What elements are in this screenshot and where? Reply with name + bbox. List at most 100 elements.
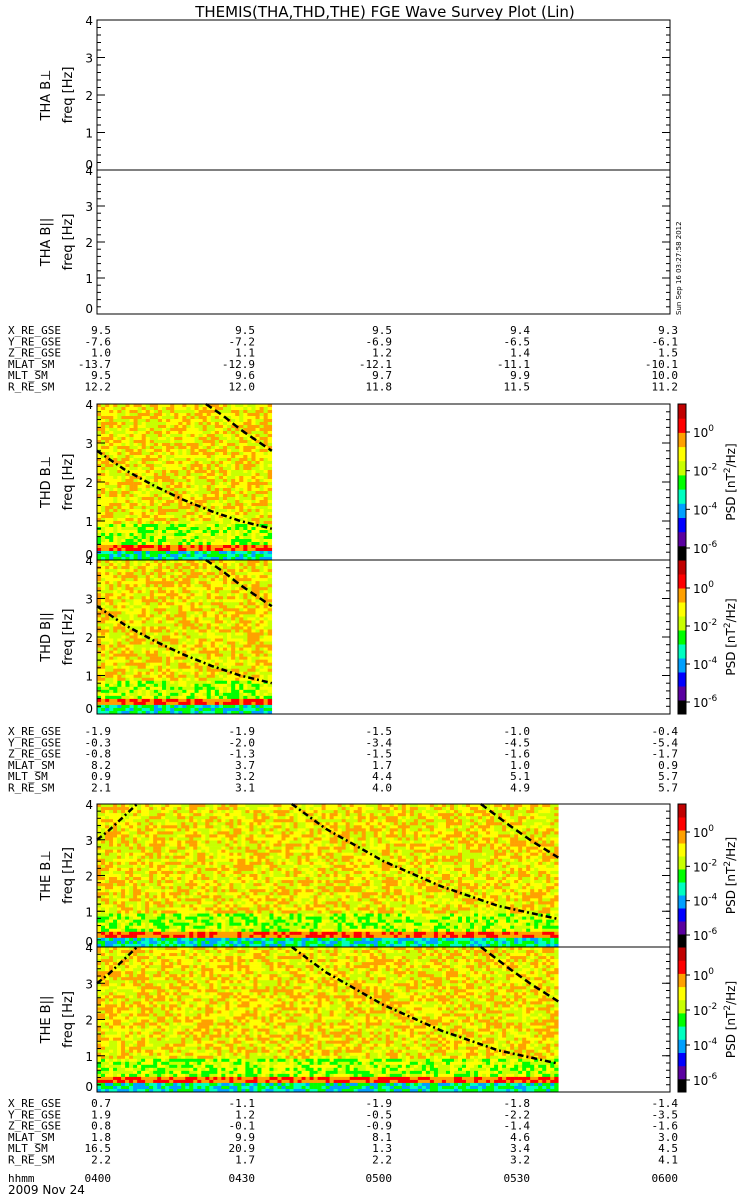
ephemeris-value: -0.5 (366, 1108, 393, 1121)
ytick-label: 1 (85, 1050, 93, 1064)
ephemeris-value: 0.7 (91, 1097, 111, 1110)
model-curve (96, 803, 138, 841)
colorbar-segment (678, 843, 686, 857)
colorbar-segment (678, 503, 686, 518)
ephemeris-value: -7.2 (229, 335, 256, 348)
colorbar-segment (678, 460, 686, 476)
ephemeris-value: 4.6 (510, 1131, 530, 1144)
ephemeris-value: -4.5 (504, 736, 531, 749)
colorbar-segment (678, 999, 686, 1014)
ytick-label: 3 (85, 437, 93, 451)
ephemeris-value: -6.1 (652, 335, 679, 348)
colorbar-tick-label: 100 (693, 580, 714, 596)
ephemeris-row-label: Y_RE_GSE (8, 1108, 61, 1121)
panel-probe-label: THA B|| (39, 218, 54, 267)
ytick-label: 4 (85, 798, 93, 812)
ephemeris-row-label: R_RE_SM (8, 782, 55, 795)
colorbar-segment (678, 1012, 686, 1027)
ephemeris-value: -7.6 (85, 335, 112, 348)
ylabel: freq [Hz] (61, 991, 76, 1048)
colorbar-segment (678, 630, 686, 645)
ephemeris-value: -1.0 (504, 725, 531, 738)
colorbar-segment (678, 588, 686, 603)
ytick-label: 3 (85, 834, 93, 848)
ephemeris-value: 9.4 (510, 324, 530, 337)
ytick-label: 4 (85, 554, 93, 568)
colorbar-thd-2: 100 10-2 10-4 10-6 PSD [nT2/Hz] (677, 403, 738, 561)
model-curve (96, 946, 138, 985)
ytick-label: 3 (85, 52, 93, 66)
colorbar-segment (678, 1026, 686, 1040)
ephemeris-value: 3.2 (235, 770, 255, 783)
colorbar-tick-label: 10-6 (693, 694, 718, 710)
time-tick-label: 0530 (504, 1172, 531, 1185)
colorbar-segment (678, 947, 686, 961)
colorbar-tick-label: 10-2 (693, 858, 717, 874)
ytick-label: 2 (85, 89, 93, 103)
colorbar-the-5: 100 10-2 10-4 10-6 PSD [nT2/Hz] (677, 946, 738, 1093)
ephemeris-value: 9.9 (235, 1131, 255, 1144)
time-axis: hhmm 0400 0430 0500 0530 0600 (8, 1172, 678, 1185)
panel-probe-label: THA B⊥ (39, 70, 54, 122)
colorbar-tick-label: 100 (693, 424, 714, 440)
ephemeris-value: 4.9 (510, 782, 530, 795)
ephemeris-value: -1.4 (652, 1097, 679, 1110)
ephemeris-value: -1.6 (652, 1120, 679, 1133)
ephemeris-value: -1.9 (85, 725, 112, 738)
ytick-label: 3 (85, 200, 93, 214)
ytick-label: 0 (85, 158, 93, 172)
colorbar-tick-label: 10-4 (693, 1037, 718, 1053)
ytick-label: 2 (85, 236, 93, 250)
ephemeris-value: 9.6 (235, 369, 255, 382)
ephemeris-value: 9.3 (658, 324, 678, 337)
colorbar-segment (678, 934, 686, 948)
ephemeris-value: -1.5 (366, 725, 393, 738)
ephemeris-value: 5.7 (658, 770, 678, 783)
model-curve (291, 945, 559, 1065)
spectrogram-cells (97, 560, 273, 715)
ephemeris-value: 20.9 (229, 1142, 256, 1155)
ephemeris-value: 1.2 (372, 347, 392, 360)
colorbar-segment (678, 830, 686, 844)
ephemeris-value: -6.5 (504, 335, 531, 348)
colorbar-segment (678, 804, 686, 818)
panel-the-perp: 0 1 2 3 4 THE B⊥ freq [Hz] (39, 798, 671, 949)
time-tick-label: 0400 (85, 1172, 112, 1185)
ephemeris-value: 9.5 (91, 324, 111, 337)
ephemeris-value: 9.5 (372, 324, 392, 337)
colorbar-tick-label: 10-4 (693, 893, 718, 909)
ytick-label: 2 (85, 1014, 93, 1028)
colorbar-segment (678, 986, 686, 1001)
colorbar-frame (677, 559, 687, 715)
ylabel: freq [Hz] (61, 847, 76, 904)
ephemeris-value: 3.7 (235, 759, 255, 772)
time-tick-label: 0430 (229, 1172, 256, 1185)
ephemeris-value: 1.9 (91, 1108, 111, 1121)
ytick-label: 0 (85, 302, 93, 316)
ephemeris-value: 8.1 (372, 1131, 392, 1144)
colorbar-segment (678, 1039, 686, 1053)
ephemeris-value: 3.2 (510, 1154, 530, 1167)
panel-probe-label: THE B⊥ (39, 850, 54, 901)
ephemeris-value: -13.7 (78, 358, 111, 371)
ephemeris-value: 1.7 (235, 1154, 255, 1167)
ephemeris-value: 2.2 (91, 1154, 111, 1167)
panel-frame (96, 169, 671, 315)
colorbar-label: PSD [nT2/Hz] (723, 443, 738, 520)
panel-the-par: 0 1 2 3 4 THE B|| freq [Hz] (39, 941, 671, 1094)
ephemeris-value: 2.2 (372, 1154, 392, 1167)
ephemeris-value: -2.2 (504, 1108, 531, 1121)
panel-tha-perp: 0 1 2 3 4 THA B⊥ freq [Hz] (39, 14, 671, 172)
model-curve (291, 802, 559, 921)
ephemeris-value: 3.1 (235, 782, 255, 795)
ephemeris-value: -1.9 (229, 725, 256, 738)
ephemeris-table-1: X_RE_GSE 9.5 9.5 9.5 9.4 9.3 Y_RE_GSE -7.6 -7.2 -… (8, 324, 678, 394)
colorbar-segment (678, 817, 686, 831)
ytick-label: 0 (85, 935, 93, 949)
ephemeris-value: 1.0 (510, 759, 530, 772)
ephemeris-value: -12.9 (222, 358, 255, 371)
colorbar-segment (678, 895, 686, 909)
colorbar-segment (678, 418, 686, 433)
ytick-label: 2 (85, 631, 93, 645)
